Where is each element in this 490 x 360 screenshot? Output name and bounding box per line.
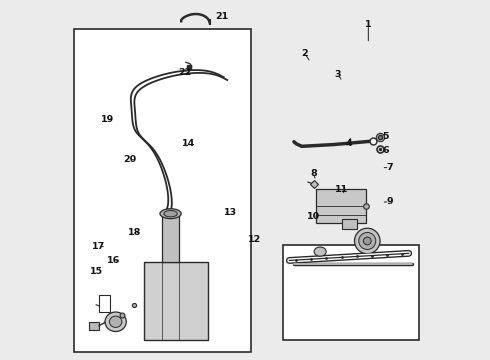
Text: 9: 9: [386, 198, 393, 207]
Ellipse shape: [160, 209, 181, 219]
Text: 10: 10: [306, 212, 319, 221]
Text: 17: 17: [92, 242, 105, 251]
Text: 1: 1: [365, 20, 371, 29]
Ellipse shape: [164, 211, 177, 217]
Bar: [283, 244, 418, 340]
Text: 7: 7: [386, 163, 393, 172]
Text: 18: 18: [128, 228, 141, 237]
Text: 13: 13: [223, 208, 237, 217]
Text: 5: 5: [382, 132, 389, 141]
Text: 11: 11: [335, 185, 348, 194]
Ellipse shape: [314, 247, 326, 256]
Ellipse shape: [355, 228, 380, 254]
Text: 6: 6: [383, 147, 390, 156]
Text: 12: 12: [247, 235, 261, 244]
Text: 14: 14: [182, 139, 195, 148]
Text: 22: 22: [178, 68, 192, 77]
Text: 19: 19: [101, 114, 114, 123]
Text: 20: 20: [123, 155, 136, 164]
Text: 21: 21: [215, 12, 228, 21]
Bar: [89, 322, 99, 329]
Text: 2: 2: [301, 49, 308, 58]
Text: 3: 3: [335, 70, 341, 79]
Text: 4: 4: [345, 139, 352, 148]
Bar: [343, 219, 357, 229]
Text: 15: 15: [90, 267, 103, 276]
Bar: [144, 261, 208, 339]
Ellipse shape: [109, 316, 122, 328]
Bar: [316, 189, 366, 222]
Bar: [99, 295, 110, 312]
Bar: [74, 30, 251, 352]
Ellipse shape: [105, 312, 126, 332]
Bar: [162, 215, 179, 261]
Text: 16: 16: [107, 256, 121, 265]
Text: 8: 8: [310, 169, 317, 178]
Ellipse shape: [359, 233, 376, 249]
Ellipse shape: [364, 237, 371, 245]
